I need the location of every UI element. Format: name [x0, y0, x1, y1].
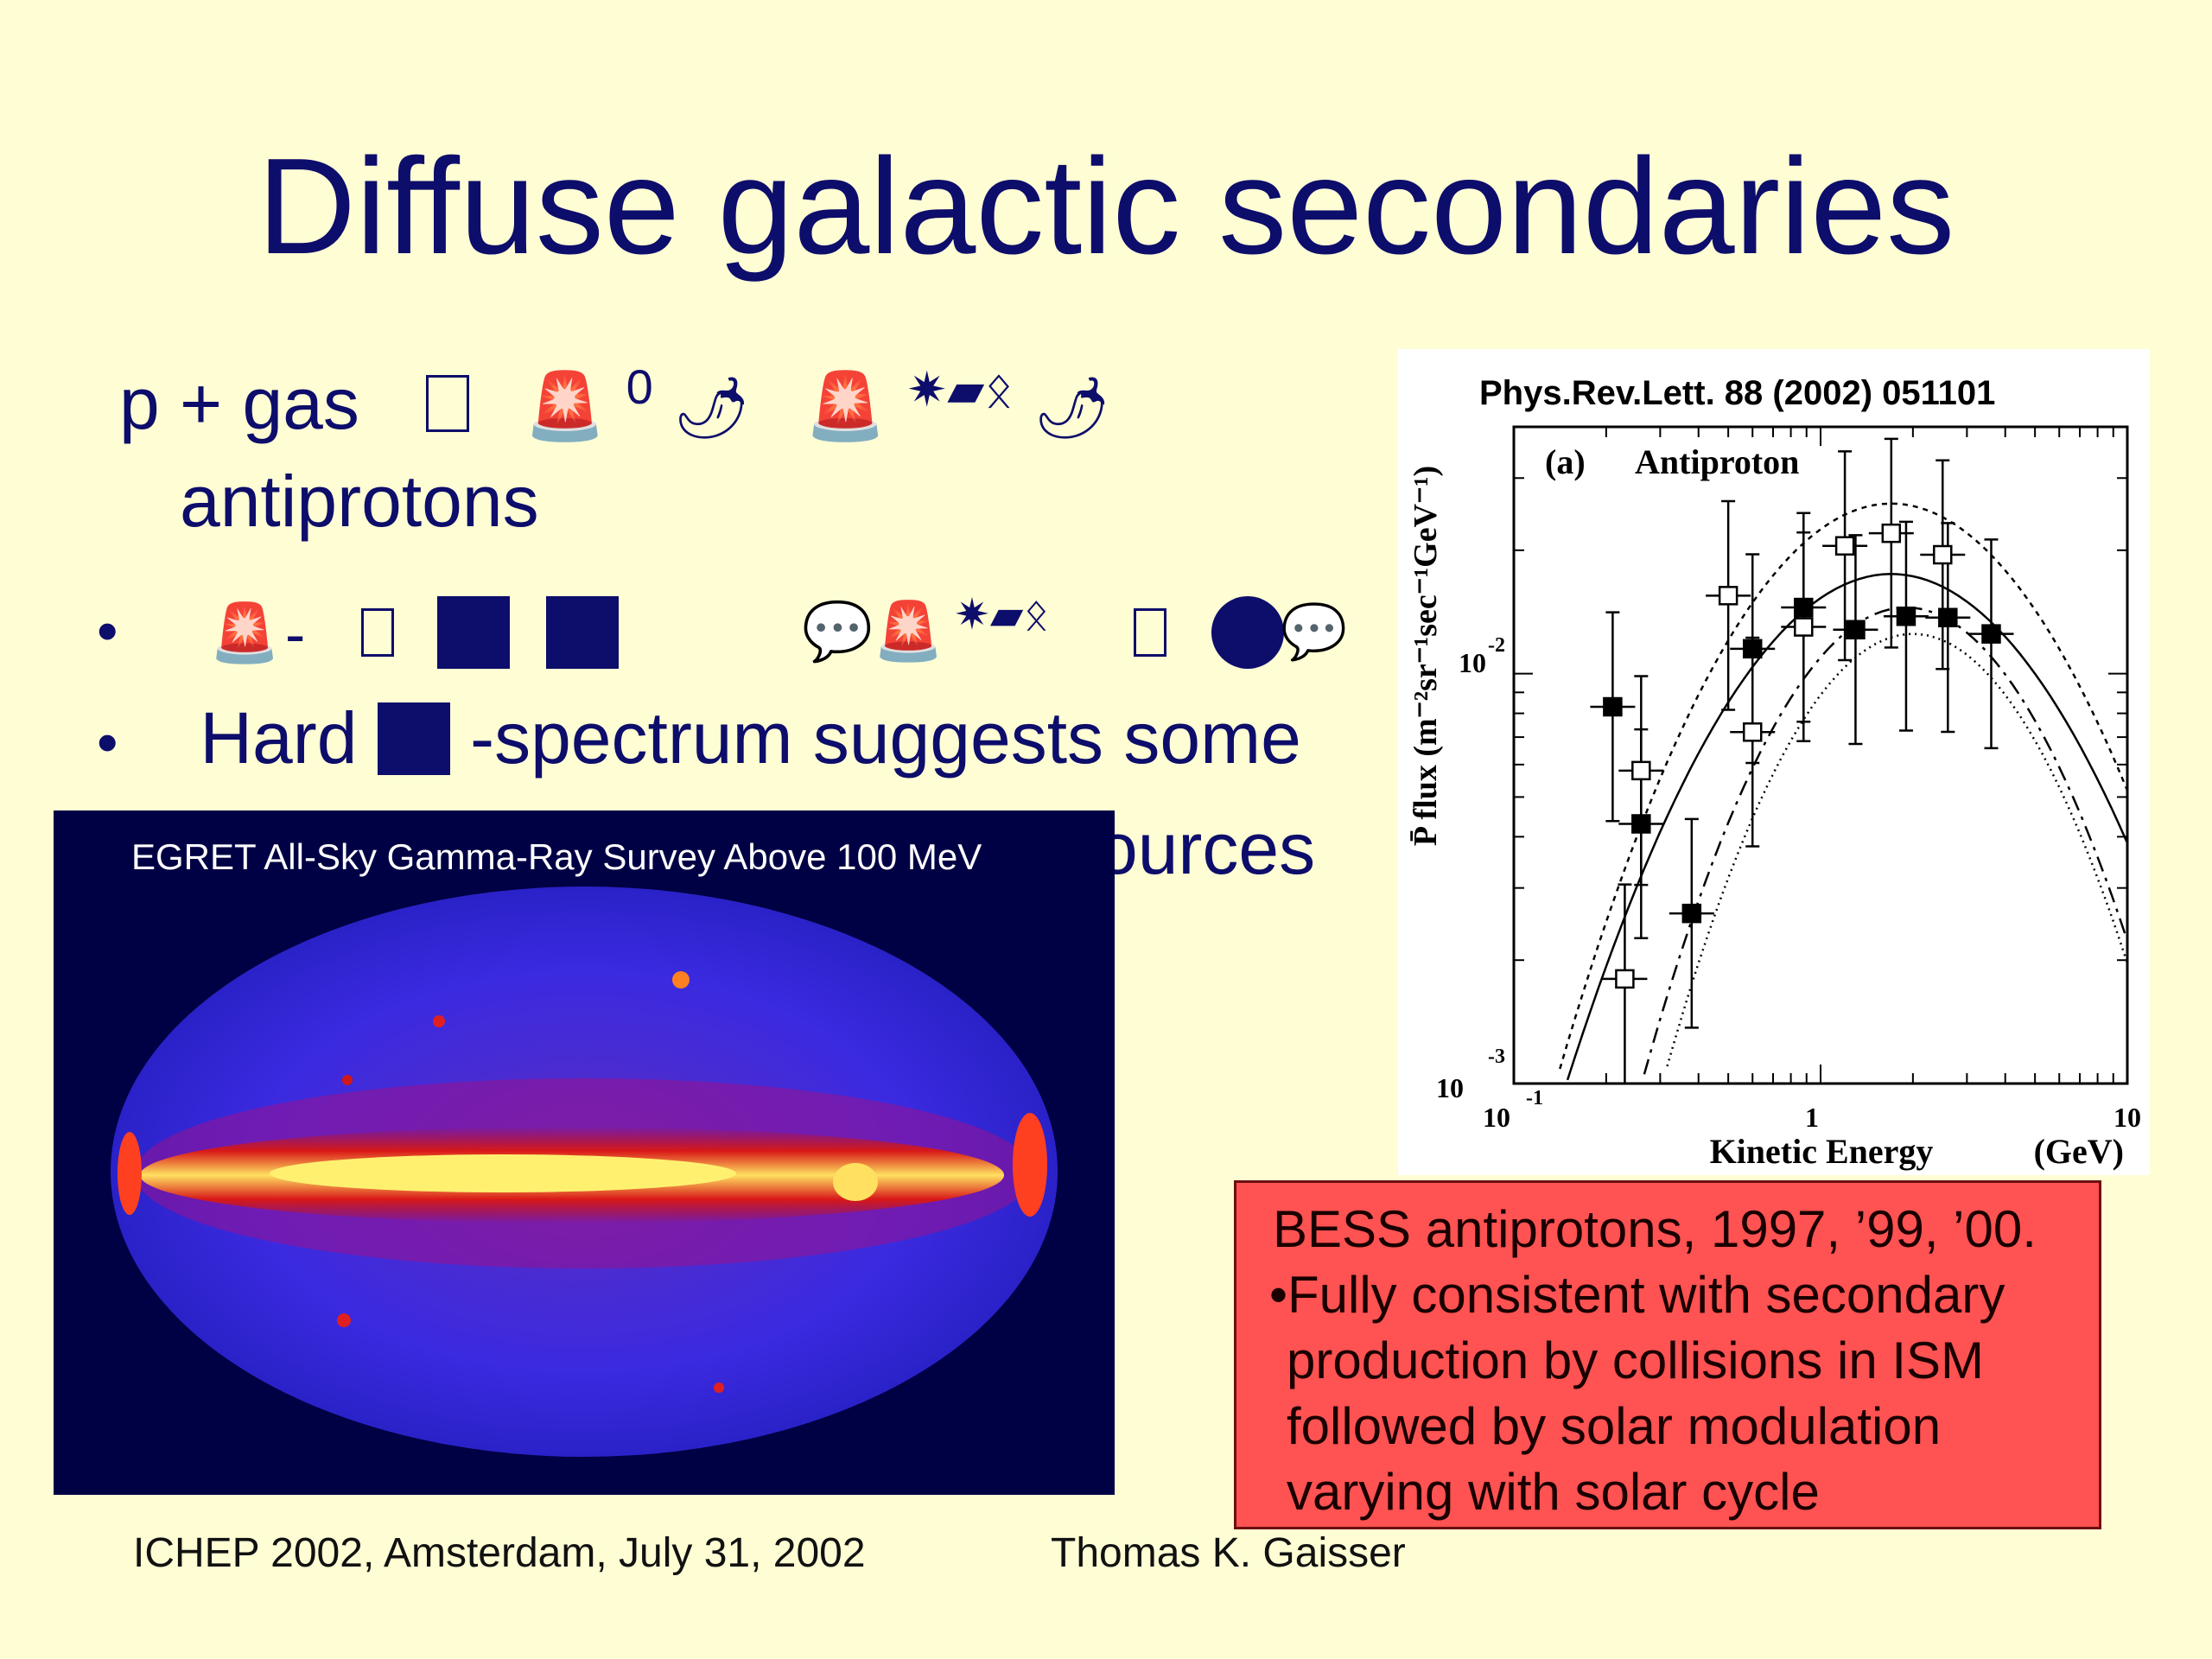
x-tick-label: 10 [2113, 1102, 2141, 1133]
model-curve-dash-dot [1643, 606, 2129, 1075]
x-tick-label: 1 [1805, 1102, 1819, 1133]
data-point-open [1933, 544, 1953, 565]
symbol-glyph-icon [377, 702, 450, 775]
bullet-marker: • [97, 597, 118, 664]
data-point-open [1615, 969, 1635, 989]
egret-title: EGRET All-Sky Gamma-Ray Survey Above 100… [131, 836, 982, 877]
antiproton-chart: Phys.Rev.Lett. 88 (2002) 051101 (a) Anti… [1408, 374, 2141, 1171]
x-tick-exponent: -1 [1526, 1087, 1543, 1109]
bullet-marker: • [97, 709, 118, 776]
data-point-filled [1896, 607, 1916, 626]
symbol-glyph-icon [546, 596, 619, 669]
symbol-glyph-icon: 💬 [1281, 600, 1348, 663]
model-curves [1559, 502, 2129, 1081]
symbol-glyph-icon: 💬🚨 [802, 598, 944, 664]
y-tick-label: 10 [1436, 1072, 1464, 1103]
symbol-glyph-icon [361, 608, 394, 657]
data-point-open [1742, 722, 1763, 742]
bullet-text-before: Hard [200, 697, 378, 779]
bullet-item: • Hard -spectrum suggests some [97, 702, 1301, 775]
info-line: varying with solar cycle [1287, 1463, 1820, 1521]
info-line: followed by solar modulation [1287, 1397, 1942, 1455]
data-point-open [1631, 760, 1651, 781]
data-point-filled [1846, 620, 1866, 640]
x-axis-label: Kinetic Energy [1710, 1132, 1934, 1171]
data-points [1590, 437, 2014, 1085]
symbol-glyph-icon [1134, 608, 1166, 657]
y-axis-label: P̄ flux (m⁻²sr⁻¹sec⁻¹GeV⁻¹) [1408, 466, 1444, 846]
info-line: production by collisions in ISM [1287, 1332, 1985, 1389]
data-point-open [1794, 617, 1814, 637]
footer-conference: ICHEP 2002, Amsterdam, July 31, 2002 [133, 1530, 866, 1576]
gamma-glyph-icon: 🚨 [804, 367, 887, 444]
data-point-open [1718, 586, 1738, 606]
y-tick-exponent: -2 [1488, 634, 1505, 657]
symbol-glyph-icon [437, 596, 510, 669]
footer-author: Thomas K. Gaisser [1051, 1530, 1406, 1576]
info-line: •Fully consistent with secondary [1269, 1266, 2005, 1324]
antiproton-figure: Phys.Rev.Lett. 88 (2002) 051101 (a) Anti… [1398, 349, 2150, 1175]
model-curve-dotted [1666, 632, 2129, 1067]
bess-info-box: BESS antiprotons, 1997, ’99, ’00. •Fully… [1234, 1180, 2101, 1529]
panel-label: (a) [1545, 442, 1586, 481]
model-curve-dashed [1559, 502, 2129, 1070]
arrow-glyph-icon [426, 375, 470, 432]
model-curve-solid [1566, 573, 2129, 1081]
info-line: BESS antiprotons, 1997, ’99, ’00. [1273, 1200, 2037, 1258]
symbol-glyph-icon [1211, 596, 1284, 669]
reaction-continuation: antiprotons [180, 461, 539, 542]
symbol-glyph-icon: ✷▰ᛟ [906, 362, 1014, 418]
y-tick-label: 10 [1459, 647, 1486, 678]
sky-map-image [111, 887, 1058, 1457]
bullet-text-after: -spectrum suggests some [470, 697, 1301, 779]
pion-superscript: 0 [626, 359, 653, 414]
symbol-glyph-icon: 🌶 [1033, 372, 1111, 443]
data-point-filled [1681, 903, 1702, 924]
egret-sky-map: EGRET All-Sky Gamma-Ray Survey Above 100… [54, 810, 1115, 1495]
bullet-continuation-fragment: ources [1097, 808, 1316, 889]
slide-title: Diffuse galactic secondaries [257, 130, 1955, 283]
data-point-filled [1603, 696, 1623, 717]
bullet-item: • 🚨 - 💬🚨 ✷▰ᛟ 💬 [97, 589, 1358, 683]
pion-glyph-icon: 🚨 [524, 367, 607, 444]
x-axis-unit: (GeV) [2034, 1132, 2124, 1171]
symbol-glyph-icon: ✷▰ᛟ [954, 589, 1050, 639]
data-point-open [1834, 536, 1855, 556]
figure-citation: Phys.Rev.Lett. 88 (2002) 051101 [1479, 374, 1995, 412]
symbol-glyph-icon: 🚨 [209, 600, 281, 666]
x-tick-label: 10 [1483, 1102, 1510, 1133]
data-point-open [1881, 523, 1902, 543]
panel-name: Antiproton [1635, 442, 1799, 481]
axis-ticks [1513, 426, 2127, 1084]
symbol-glyph-icon: 🌶 [673, 372, 750, 443]
plot-frame [1512, 425, 2129, 1085]
symbol-glyph-icon: - [285, 601, 306, 668]
reaction-line: p + gas 🚨 0 🌶 🚨 ✷▰ᛟ 🌶 [119, 362, 1111, 443]
reaction-prefix: p + gas [119, 363, 359, 444]
data-point-filled [1981, 624, 2001, 644]
y-tick-exponent: -3 [1488, 1046, 1505, 1068]
